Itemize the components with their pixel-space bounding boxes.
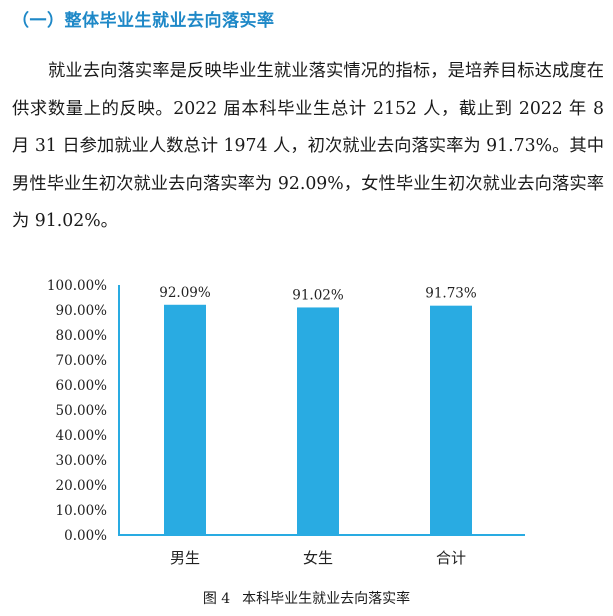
bar [164,304,206,535]
data-label: 91.02% [292,287,344,303]
y-tick-label: 0.00% [64,528,107,544]
section-title: （一）整体毕业生就业去向落实率 [12,11,275,31]
y-tick-label: 50.00% [56,403,108,419]
y-tick-label: 80.00% [56,328,108,344]
figure-number: 图 4 [202,591,231,607]
bar-chart: 0.00% 10.00% 20.00% 30.00% 40.00% 50.00% 60.00… [47,278,525,567]
x-tick-label: 女生 [303,549,333,567]
y-tick-label: 100.00% [47,278,107,294]
y-tick-label: 60.00% [56,378,108,394]
data-label: 91.73% [425,286,477,302]
body-paragraph: 就业去向落实率是反映毕业生就业落实情况的指标，是培养目标达成度在供求数量上的反映… [12,61,604,232]
data-label: 92.09% [159,285,211,301]
x-tick-label: 男生 [170,549,200,567]
figure-title: 本科毕业生就业去向落实率 [242,591,411,607]
y-tick-label: 40.00% [56,428,108,444]
x-tick-label: 合计 [436,549,466,567]
y-tick-label: 70.00% [56,353,108,369]
data-labels: 92.09% 91.02% 91.73% [159,285,477,304]
figure-caption: 图 4 本科毕业生就业去向落实率 [0,588,613,608]
y-tick-labels: 0.00% 10.00% 20.00% 30.00% 40.00% 50.00% 60.00… [47,278,107,544]
y-tick-label: 10.00% [56,503,108,519]
y-tick-label: 20.00% [56,478,108,494]
y-tick-label: 90.00% [56,303,108,319]
x-tick-labels: 男生 女生 合计 [170,549,466,567]
bars [164,304,472,535]
bar [297,307,339,535]
bar [430,305,472,535]
y-tick-label: 30.00% [56,453,108,469]
